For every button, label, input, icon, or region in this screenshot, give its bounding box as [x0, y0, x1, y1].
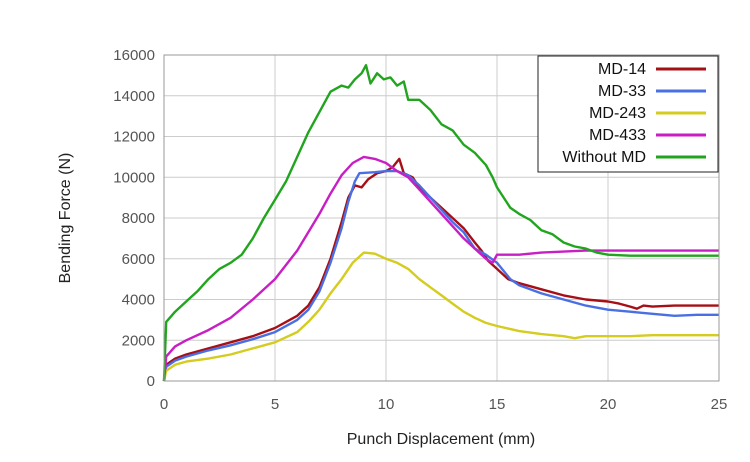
legend: MD-14 MD-33 MD-243 MD-433 Without MD: [537, 55, 719, 173]
legend-label: MD-433: [589, 127, 646, 144]
x-tick-label: 0: [160, 396, 168, 413]
y-tick-label: 14000: [113, 88, 155, 105]
x-tick-label: 20: [600, 396, 617, 413]
legend-label: MD-243: [589, 105, 646, 122]
y-tick-label: 10000: [113, 169, 155, 186]
y-axis-label: Bending Force (N): [57, 153, 74, 284]
y-tick-label: 16000: [113, 47, 155, 64]
legend-label: MD-14: [598, 61, 646, 78]
series-line-1: [162, 169, 719, 382]
y-tick-label: 0: [147, 373, 155, 390]
legend-label: MD-33: [598, 83, 646, 100]
legend-label: Without MD: [562, 149, 646, 166]
y-tick-label: 6000: [122, 251, 155, 268]
x-tick-label: 10: [378, 396, 395, 413]
y-tick-label: 4000: [122, 292, 155, 309]
series-line-4: [162, 64, 719, 382]
y-tick-label: 2000: [122, 332, 155, 349]
series-layer: [162, 64, 719, 382]
plot-frame: [163, 54, 720, 382]
x-tick-label: 5: [271, 396, 279, 413]
y-tick-labels: 0 2000 4000 6000 8000 10000 12000 14000 16000: [113, 47, 155, 390]
y-tick-label: 8000: [122, 210, 155, 227]
y-tick-label: 12000: [113, 129, 155, 146]
series-line-3: [162, 155, 719, 382]
series-line-2: [162, 251, 719, 382]
x-tick-label: 25: [711, 396, 728, 413]
x-axis-label: Punch Displacement (mm): [347, 431, 536, 448]
x-tick-label: 15: [489, 396, 506, 413]
x-tick-labels: 0 5 10 15 20 25: [160, 396, 728, 413]
